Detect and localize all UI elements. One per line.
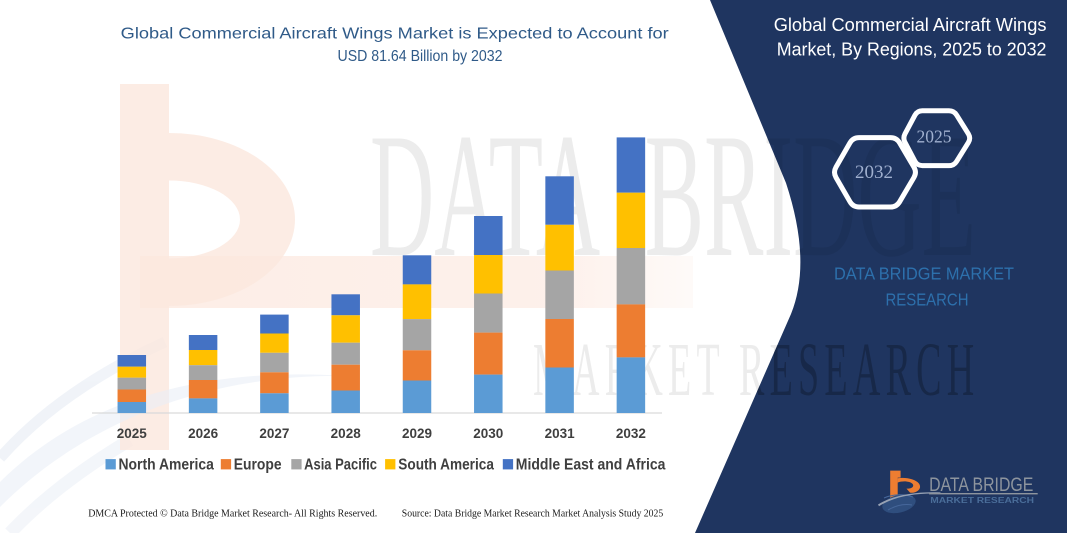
svg-text:Source: Data Bridge Market Res: Source: Data Bridge Market Research Mark… bbox=[402, 508, 664, 520]
svg-text:2032: 2032 bbox=[616, 426, 646, 441]
svg-text:USD 81.64 Billion by 2032: USD 81.64 Billion by 2032 bbox=[338, 48, 503, 65]
svg-text:South America: South America bbox=[398, 457, 494, 474]
svg-text:2026: 2026 bbox=[188, 426, 219, 441]
svg-text:2027: 2027 bbox=[259, 426, 289, 441]
svg-text:2028: 2028 bbox=[331, 426, 362, 441]
svg-text:2031: 2031 bbox=[545, 426, 576, 441]
svg-text:MARKET RESEARCH: MARKET RESEARCH bbox=[930, 496, 1034, 505]
svg-text:2030: 2030 bbox=[473, 426, 503, 441]
svg-text:North America: North America bbox=[119, 457, 214, 474]
svg-text:Market, By Regions, 2025 to 20: Market, By Regions, 2025 to 2032 bbox=[777, 39, 1047, 60]
svg-text:DMCA Protected © Data Bridge M: DMCA Protected © Data Bridge Market Rese… bbox=[88, 508, 377, 520]
svg-text:2025: 2025 bbox=[917, 126, 952, 146]
svg-text:RESEARCH: RESEARCH bbox=[886, 290, 969, 310]
svg-text:Europe: Europe bbox=[234, 457, 282, 474]
svg-text:2029: 2029 bbox=[402, 426, 432, 441]
svg-text:DATA BRIDGE MARKET: DATA BRIDGE MARKET bbox=[834, 264, 1014, 284]
svg-text:Global Commercial Aircraft Win: Global Commercial Aircraft Wings bbox=[774, 14, 1047, 35]
svg-text:2025: 2025 bbox=[117, 426, 148, 441]
svg-text:DATA BRIDGE: DATA BRIDGE bbox=[929, 475, 1033, 496]
svg-text:Asia Pacific: Asia Pacific bbox=[304, 457, 377, 474]
svg-text:2032: 2032 bbox=[855, 162, 893, 183]
svg-text:Global Commercial Aircraft Win: Global Commercial Aircraft Wings Market … bbox=[121, 25, 669, 42]
svg-text:Middle East and Africa: Middle East and Africa bbox=[516, 457, 666, 474]
